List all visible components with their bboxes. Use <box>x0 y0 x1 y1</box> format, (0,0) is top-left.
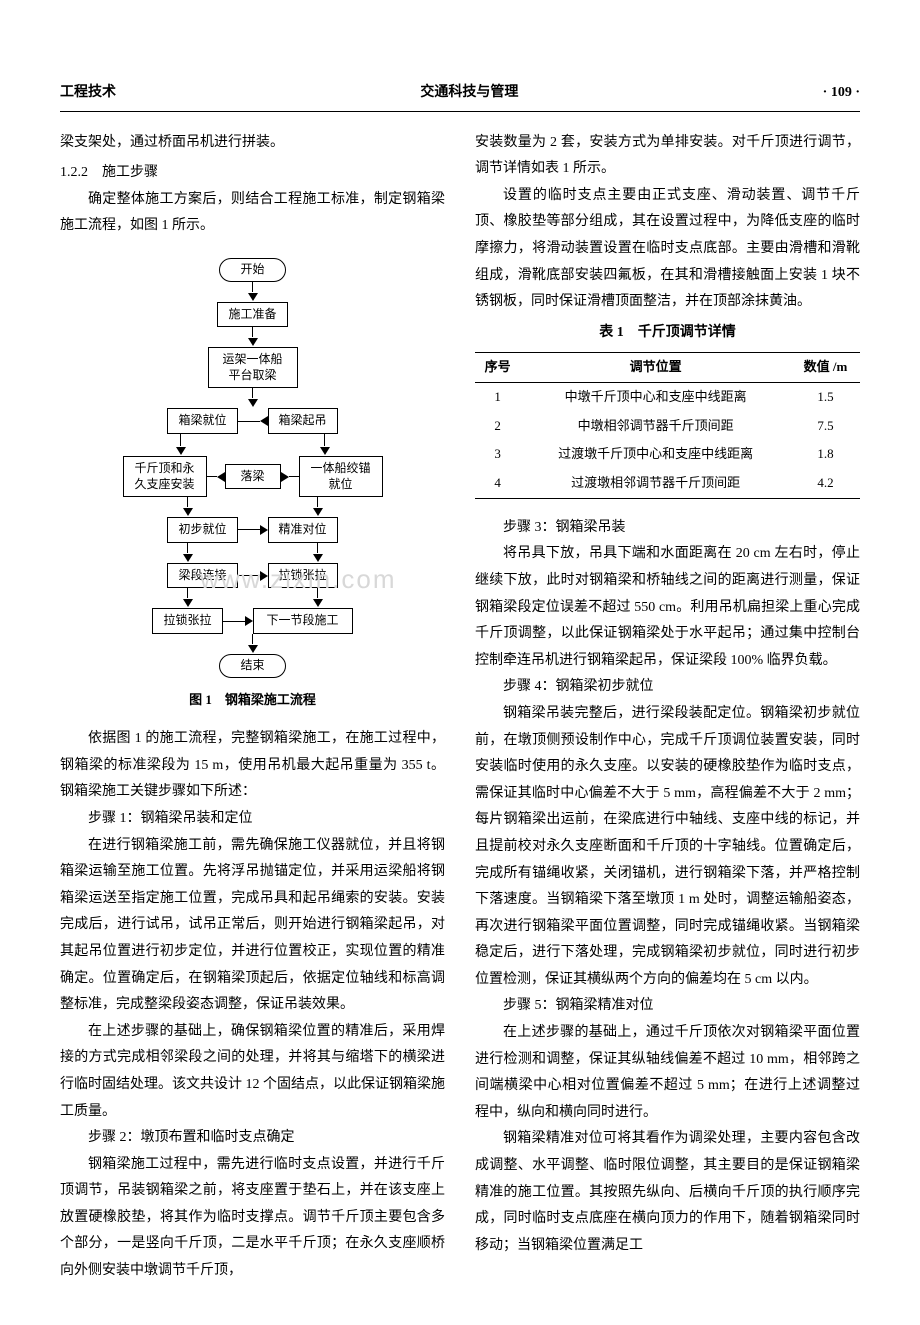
step-title: 步骤 3：钢箱梁吊装 <box>475 515 860 542</box>
table-row: 1 中墩千斤顶中心和支座中线距离 1.5 <box>475 383 860 412</box>
fc-node: 千斤顶和永久支座安装 <box>123 456 207 497</box>
fc-row: 箱梁就位 箱梁起吊 <box>167 408 337 434</box>
paragraph: 在上述步骤的基础上，通过千斤顶依次对钢箱梁平面位置进行检测和调整，保证其纵轴线偏… <box>475 1020 860 1126</box>
frag-paragraph: 梁支架处，通过桥面吊机进行拼装。 <box>60 130 445 157</box>
fc-node: 初步就位 <box>167 517 237 543</box>
sub-paragraph: 确定整体施工方案后，则结合工程施工标准，制定钢箱梁施工流程，如图 1 所示。 <box>60 187 445 240</box>
step-title: 步骤 1：钢箱梁吊装和定位 <box>60 806 445 833</box>
table-header: 序号 <box>475 353 520 383</box>
fc-node: 运架一体船平台取梁 <box>208 347 298 388</box>
paragraph: 钢箱梁施工过程中，需先进行临时支点设置，并进行千斤顶调节，吊装钢箱梁之前，将支座… <box>60 1152 445 1285</box>
step-title: 步骤 2：墩顶布置和临时支点确定 <box>60 1125 445 1152</box>
table-header-row: 序号 调节位置 数值 /m <box>475 353 860 383</box>
fc-row: 千斤顶和永久支座安装 落梁 一体船绞锚就位 <box>123 456 383 497</box>
fc-row: 初步就位 精准对位 <box>167 517 337 543</box>
fc-node: 拉锁张拉 <box>152 608 222 634</box>
flowchart: 开始 施工准备 运架一体船平台取梁 箱梁就位 箱梁起吊 千 <box>60 258 445 678</box>
paragraph: 钢箱梁精准对位可将其看作为调梁处理，主要内容包含改成调整、水平调整、临时限位调整… <box>475 1126 860 1259</box>
fc-node: 箱梁起吊 <box>268 408 338 434</box>
fc-node: 精准对位 <box>268 517 338 543</box>
table-row: 4 过渡墩相邻调节器千斤顶间距 4.2 <box>475 469 860 498</box>
header-left: 工程技术 <box>60 80 116 107</box>
table-header: 数值 /m <box>791 353 860 383</box>
figure-caption: 图 1 钢箱梁施工流程 <box>60 688 445 713</box>
paragraph: 依据图 1 的施工流程，完整钢箱梁施工，在施工过程中，钢箱梁的标准梁段为 15 … <box>60 726 445 806</box>
right-column: 安装数量为 2 套，安装方式为单排安装。对千斤顶进行调节，调节详情如表 1 所示… <box>475 130 860 1285</box>
subsection-number: 1.2.2 施工步骤 <box>60 160 445 187</box>
table-header: 调节位置 <box>520 353 791 383</box>
paragraph: 安装数量为 2 套，安装方式为单排安装。对千斤顶进行调节，调节详情如表 1 所示… <box>475 130 860 183</box>
header-right: · 109 · <box>823 80 860 107</box>
content-columns: 梁支架处，通过桥面吊机进行拼装。 1.2.2 施工步骤 确定整体施工方案后，则结… <box>60 130 860 1285</box>
fc-start: 开始 <box>219 258 285 282</box>
header-center: 交通科技与管理 <box>420 80 518 107</box>
left-column: 梁支架处，通过桥面吊机进行拼装。 1.2.2 施工步骤 确定整体施工方案后，则结… <box>60 130 445 1285</box>
fc-node: 下一节段施工 <box>253 608 353 634</box>
fc-node: 箱梁就位 <box>167 408 237 434</box>
fc-node: 拉锁张拉 <box>268 563 338 589</box>
paragraph: 将吊具下放，吊具下端和水面距离在 20 cm 左右时，停止继续下放，此时对钢箱梁… <box>475 541 860 674</box>
step-title: 步骤 4：钢箱梁初步就位 <box>475 674 860 701</box>
table-row: 3 过渡墩千斤顶中心和支座中线距离 1.8 <box>475 440 860 469</box>
fc-row: 拉锁张拉 下一节段施工 <box>152 608 352 634</box>
paragraph: 在上述步骤的基础上，确保钢箱梁位置的精准后，采用焊接的方式完成相邻梁段之间的处理… <box>60 1019 445 1125</box>
fc-node: 梁段连接 <box>167 563 237 589</box>
table-row: 2 中墩相邻调节器千斤顶间距 7.5 <box>475 412 860 441</box>
paragraph: 钢箱梁吊装完整后，进行梁段装配定位。钢箱梁初步就位前，在墩顶侧预设制作中心，完成… <box>475 701 860 994</box>
table-title: 表 1 千斤顶调节详情 <box>475 320 860 347</box>
page-header: 工程技术 交通科技与管理 · 109 · <box>60 80 860 112</box>
fc-end: 结束 <box>219 654 285 678</box>
fc-row: 梁段连接 拉锁张拉 <box>167 563 337 589</box>
fc-node: 一体船绞锚就位 <box>299 456 383 497</box>
step-title: 步骤 5：钢箱梁精准对位 <box>475 993 860 1020</box>
paragraph: 设置的临时支点主要由正式支座、滑动装置、调节千斤顶、橡胶垫等部分组成，其在设置过… <box>475 183 860 316</box>
jack-adjustment-table: 序号 调节位置 数值 /m 1 中墩千斤顶中心和支座中线距离 1.5 2 中墩相… <box>475 352 860 498</box>
paragraph: 在进行钢箱梁施工前，需先确保施工仪器就位，并且将钢箱梁运输至施工位置。先将浮吊抛… <box>60 833 445 1019</box>
fc-node: 落梁 <box>225 464 281 490</box>
fc-node: 施工准备 <box>217 302 287 328</box>
